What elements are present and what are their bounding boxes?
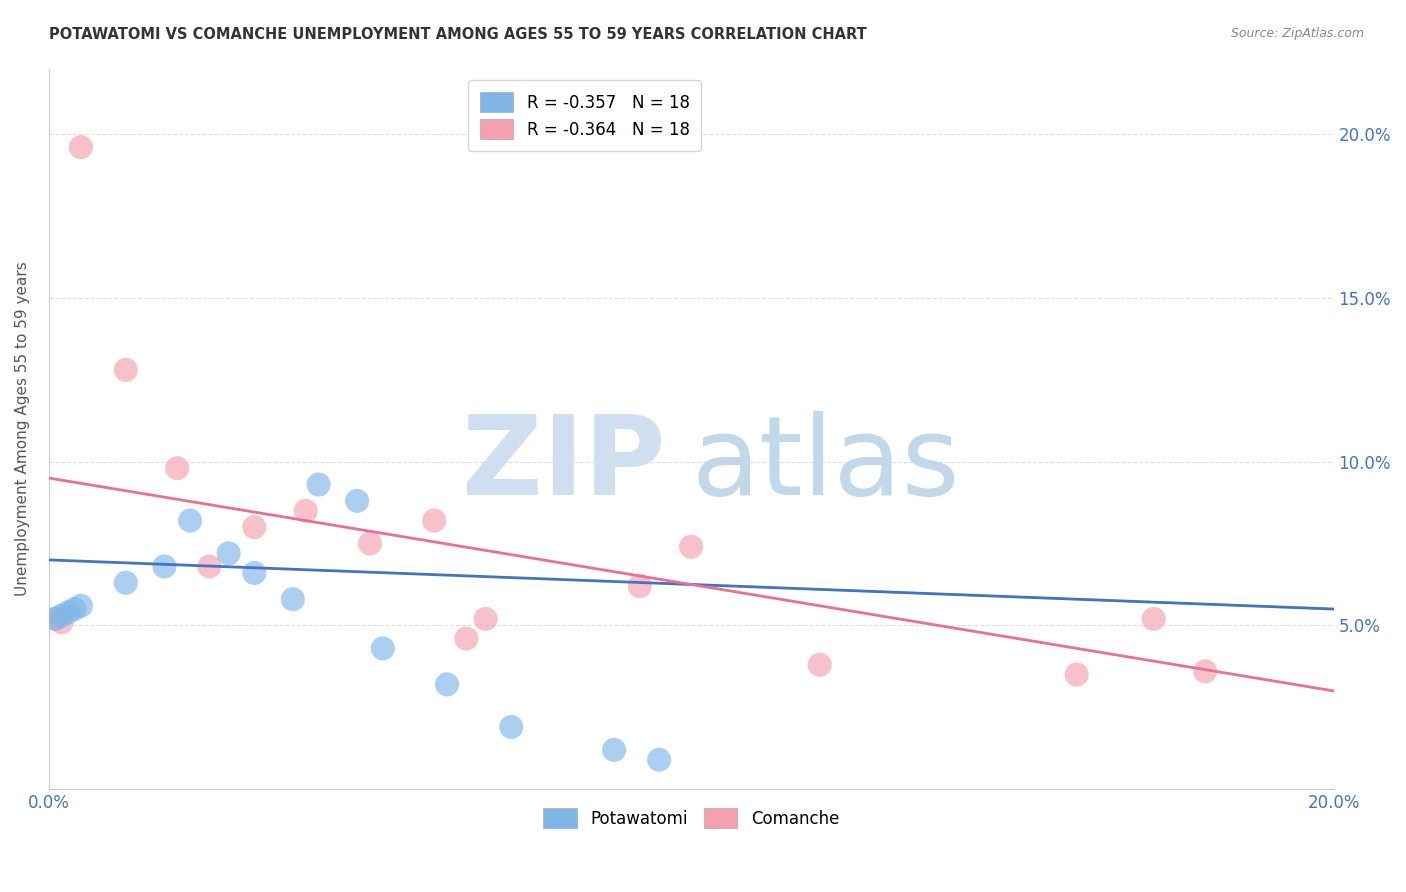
Point bbox=[51, 608, 73, 623]
Point bbox=[1066, 667, 1088, 681]
Point bbox=[1194, 665, 1216, 679]
Text: Source: ZipAtlas.com: Source: ZipAtlas.com bbox=[1230, 27, 1364, 40]
Point bbox=[474, 612, 496, 626]
Point bbox=[44, 612, 66, 626]
Point bbox=[371, 641, 394, 656]
Point bbox=[70, 599, 93, 613]
Point bbox=[501, 720, 523, 734]
Y-axis label: Unemployment Among Ages 55 to 59 years: Unemployment Among Ages 55 to 59 years bbox=[15, 261, 30, 596]
Point bbox=[243, 520, 266, 534]
Point bbox=[243, 566, 266, 580]
Point bbox=[1143, 612, 1166, 626]
Point bbox=[198, 559, 221, 574]
Point bbox=[115, 363, 138, 377]
Point bbox=[359, 536, 381, 550]
Point bbox=[456, 632, 478, 646]
Point bbox=[681, 540, 703, 554]
Point bbox=[51, 615, 73, 629]
Text: atlas: atlas bbox=[692, 411, 960, 518]
Legend: Potawatomi, Comanche: Potawatomi, Comanche bbox=[537, 801, 846, 835]
Point bbox=[56, 605, 79, 619]
Point bbox=[308, 477, 330, 491]
Text: POTAWATOMI VS COMANCHE UNEMPLOYMENT AMONG AGES 55 TO 59 YEARS CORRELATION CHART: POTAWATOMI VS COMANCHE UNEMPLOYMENT AMON… bbox=[49, 27, 868, 42]
Point bbox=[115, 575, 138, 590]
Point bbox=[628, 579, 651, 593]
Point bbox=[44, 612, 66, 626]
Point bbox=[153, 559, 176, 574]
Point bbox=[436, 677, 458, 691]
Point bbox=[603, 743, 626, 757]
Point bbox=[70, 140, 93, 154]
Point bbox=[648, 753, 671, 767]
Point bbox=[423, 514, 446, 528]
Point bbox=[179, 514, 201, 528]
Point bbox=[218, 546, 240, 560]
Text: ZIP: ZIP bbox=[463, 411, 665, 518]
Point bbox=[808, 657, 831, 672]
Point bbox=[346, 494, 368, 508]
Point bbox=[294, 504, 316, 518]
Point bbox=[281, 592, 304, 607]
Point bbox=[63, 602, 86, 616]
Point bbox=[166, 461, 188, 475]
